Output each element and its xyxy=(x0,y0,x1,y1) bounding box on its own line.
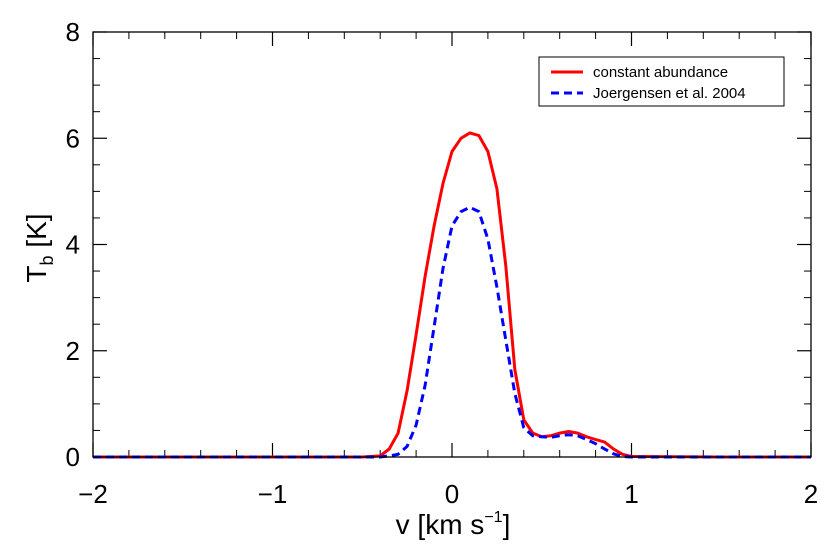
y-tick-label: 6 xyxy=(66,123,80,153)
x-tick-label: −2 xyxy=(78,479,108,509)
plot-frame xyxy=(92,31,812,458)
x-tick-label: 0 xyxy=(445,479,459,509)
y-axis-label: Tb [K] xyxy=(21,213,57,282)
series-line-2 xyxy=(93,205,811,459)
y-tick-label: 2 xyxy=(66,336,80,366)
x-tick-labels: −2 −1 0 1 2 xyxy=(78,479,818,509)
x-tick-label: 2 xyxy=(804,479,818,509)
x-axis-label-close: ] xyxy=(503,509,511,540)
x-tick-label: −1 xyxy=(258,479,288,509)
y-tick-label: 0 xyxy=(66,442,80,472)
minor-ticks xyxy=(93,32,811,457)
x-axis-label-exponent: −1 xyxy=(484,509,502,526)
x-axis-label-base: v [km s xyxy=(396,509,485,540)
x-tick-label: 1 xyxy=(624,479,638,509)
y-axis-label-base: T xyxy=(21,265,52,282)
legend: constant abundance Joergensen et al. 2004 xyxy=(538,56,785,107)
legend-label-2: Joergensen et al. 2004 xyxy=(593,85,746,102)
y-tick-labels: 0 2 4 6 8 xyxy=(66,17,80,472)
y-tick-label: 8 xyxy=(66,17,80,47)
y-axis-label-unit: [K] xyxy=(21,213,52,255)
legend-box xyxy=(538,56,785,107)
y-axis-label-subscript: b xyxy=(37,255,57,265)
series-lines xyxy=(93,131,811,459)
x-axis-label: v [km s−1] xyxy=(396,509,511,540)
series-line-1 xyxy=(93,131,811,459)
legend-label-1: constant abundance xyxy=(593,64,728,81)
y-tick-label: 4 xyxy=(66,230,80,260)
